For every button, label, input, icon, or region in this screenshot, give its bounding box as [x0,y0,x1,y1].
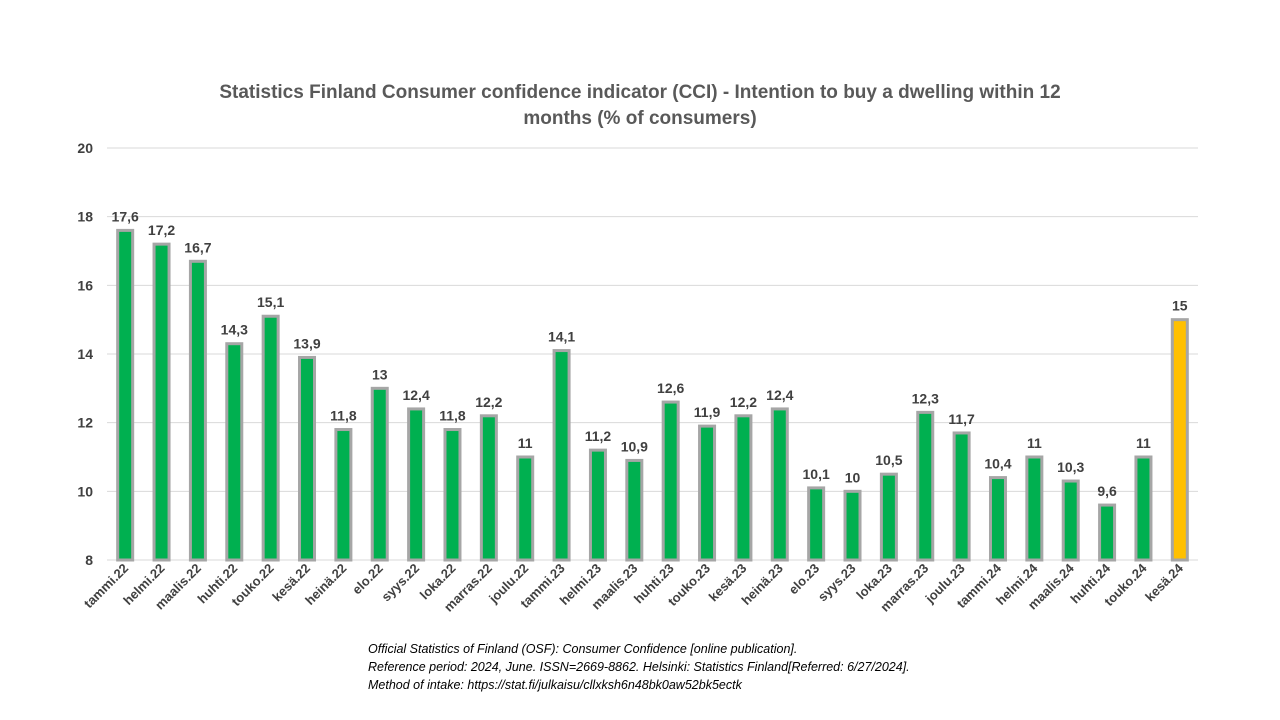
bar-marras.22 [479,414,498,562]
bar-kesä.23 [734,414,753,562]
bar-maalis.24 [1061,479,1080,562]
data-label: 10,1 [803,466,830,482]
data-label: 11 [1136,435,1151,451]
y-tick-label: 16 [77,277,93,293]
data-label: 11 [1027,435,1042,451]
bar-joulu.22 [516,455,535,562]
x-tick-label: syys.22 [378,561,422,605]
bar-joulu.23 [952,431,971,562]
data-label: 11 [518,435,533,451]
gridlines [107,147,1198,561]
y-axis: 8 10 12 14 16 18 20 [77,140,93,568]
bar-huhti.22 [225,342,244,562]
bar-loka.23 [879,472,898,562]
bar-heinä.22 [334,428,353,562]
source-line-2: Reference period: 2024, June. ISSN=2669-… [368,660,910,674]
data-label: 17,6 [112,208,139,224]
y-tick-label: 10 [77,483,93,499]
data-label: 12,2 [730,394,757,410]
data-label: 11,2 [585,428,612,444]
y-tick-label: 20 [77,140,93,156]
bar-heinä.23 [770,407,789,562]
y-tick-label: 18 [77,209,93,225]
data-label: 17,2 [148,222,175,238]
data-label: 10,3 [1057,459,1084,475]
bars [116,228,1189,562]
data-label: 10,4 [984,456,1011,472]
bar-elo.22 [370,386,389,562]
x-tick-label: tammi.22 [81,561,131,611]
bar-helmi.23 [588,448,607,562]
data-label: 16,7 [184,239,211,255]
x-axis: tammi.22helmi.22maalis.22huhti.22touko.2… [81,560,1187,615]
data-label: 15,1 [257,294,284,310]
source-note: Official Statistics of Finland (OSF): Co… [368,640,910,694]
data-label: 14,3 [221,322,248,338]
data-label: 11,8 [330,408,357,424]
bar-tammi.23 [552,349,571,562]
bar-touko.24 [1134,455,1153,562]
bar-tammi.24 [988,476,1007,562]
data-label: 11,8 [439,408,466,424]
data-label: 11,9 [694,404,721,420]
data-label: 12,6 [657,380,684,396]
bar-touko.22 [261,314,280,562]
source-line-3: Method of intake: https://stat.fi/julkai… [368,678,742,692]
data-label: 14,1 [548,329,575,345]
y-tick-label: 8 [85,552,93,568]
bar-marras.23 [916,410,935,562]
bar-elo.23 [807,486,826,562]
bar-kesä.22 [298,355,317,562]
bar-maalis.22 [188,259,207,562]
bar-maalis.23 [625,458,644,562]
y-tick-label: 12 [77,415,93,431]
data-label: 12,3 [912,390,939,406]
y-tick-label: 14 [77,346,93,362]
data-label: 13,9 [293,335,320,351]
data-label: 10 [845,469,861,485]
x-tick-label: syys.23 [815,561,859,605]
data-label: 12,4 [766,387,793,403]
chart-title-line-1: Statistics Finland Consumer confidence i… [219,82,1060,103]
data-label: 11,7 [948,411,975,427]
bar-syys.23 [843,489,862,562]
data-label: 13 [372,366,388,382]
bar-kesä.24 [1170,318,1189,562]
bar-helmi.24 [1025,455,1044,562]
data-label: 15 [1172,298,1188,314]
bar-helmi.22 [152,242,171,562]
data-labels: 17,6 17,2 16,7 14,3 15,1 13,9 11,8 13 12,4 11,8 12… [112,208,1188,499]
bar-loka.22 [443,428,462,562]
source-line-1: Official Statistics of Finland (OSF): Co… [368,642,798,656]
bar-tammi.22 [116,228,135,562]
data-label: 10,9 [621,438,648,454]
bar-huhti.23 [661,400,680,562]
bar-syys.22 [407,407,426,562]
data-label: 10,5 [875,452,902,468]
bar-touko.23 [698,424,717,562]
data-label: 12,4 [402,387,429,403]
chart-title-line-2: months (% of consumers) [523,108,756,129]
x-tick-label: kesä.24 [1142,560,1186,604]
data-label: 9,6 [1097,483,1117,499]
bar-huhti.24 [1098,503,1117,562]
data-label: 12,2 [475,394,502,410]
